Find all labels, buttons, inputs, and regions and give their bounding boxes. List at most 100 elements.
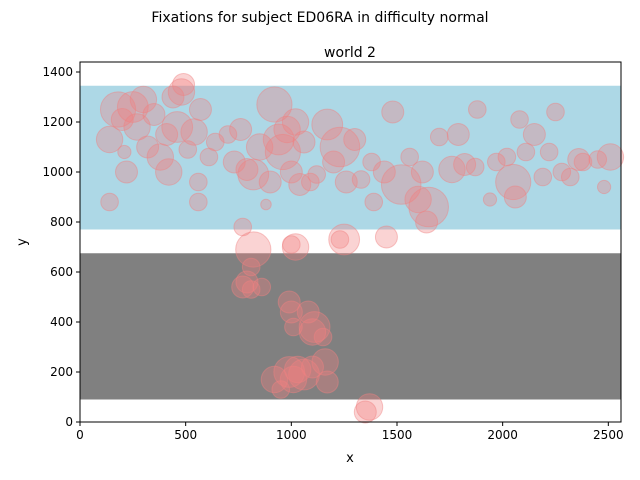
y-tick-label: 200	[50, 365, 73, 379]
fixation-point	[453, 153, 477, 176]
fixation-point	[415, 210, 439, 234]
x-axis-label: x	[346, 451, 354, 466]
fixation-point	[343, 128, 367, 151]
fixation-point	[296, 300, 320, 324]
region-band-1	[80, 253, 621, 400]
fixation-point	[307, 165, 326, 184]
y-tick-label: 1400	[42, 65, 73, 79]
fixation-point	[235, 158, 259, 181]
x-tick-label: 0	[76, 428, 84, 442]
fixation-point	[410, 160, 434, 184]
fixation-point	[273, 115, 301, 144]
fixation-point	[146, 143, 175, 171]
fixation-point	[281, 108, 310, 136]
fixation-point	[273, 356, 306, 388]
fixation-point	[199, 147, 219, 167]
fixation-point	[256, 86, 293, 123]
fixation-point	[100, 192, 119, 212]
fixation-point	[497, 147, 517, 167]
fixation-point	[258, 170, 282, 194]
fixation-point	[180, 118, 208, 146]
fixation-point	[117, 144, 132, 160]
fixation-point	[129, 85, 158, 114]
fixation-point	[288, 358, 320, 391]
fixation-point	[467, 100, 487, 119]
fixation-point	[283, 355, 312, 384]
fixation-point	[161, 111, 194, 143]
fixation-point	[260, 198, 272, 211]
fixation-point	[596, 143, 625, 171]
fixation-point	[315, 370, 339, 394]
x-tick-label: 1000	[276, 428, 307, 442]
fixation-point	[252, 277, 272, 297]
fixation-point	[522, 123, 546, 146]
fixation-point	[123, 113, 151, 141]
fixation-point	[205, 132, 225, 152]
fixation-point	[95, 125, 124, 154]
fixation-point	[301, 172, 320, 192]
fixation-point	[446, 123, 470, 146]
fixation-point	[311, 348, 339, 376]
fixation-point	[300, 355, 324, 379]
fixation-point	[282, 235, 301, 254]
fixation-point	[298, 318, 327, 346]
axes-title: world 2	[324, 45, 376, 61]
fixation-point	[510, 110, 529, 129]
fixation-point	[567, 148, 591, 171]
y-tick-label: 1200	[42, 115, 73, 129]
fixation-point	[110, 108, 134, 131]
fixation-point	[322, 150, 346, 174]
fixation-point	[539, 142, 559, 162]
fixation-point	[516, 142, 536, 162]
fixation-point	[281, 233, 310, 261]
fixation-point	[264, 133, 301, 171]
fixation-point	[482, 192, 498, 207]
fixation-point	[279, 300, 303, 324]
axes-frame	[79, 61, 622, 423]
fixation-point	[167, 78, 196, 106]
fixation-point	[260, 365, 289, 394]
y-tick-label: 1000	[42, 165, 73, 179]
fixation-point	[364, 192, 384, 212]
fixation-point	[330, 230, 350, 249]
fixation-point	[487, 152, 506, 172]
fixation-point	[231, 275, 255, 299]
y-axis-label: y	[15, 238, 30, 246]
fixation-point	[374, 225, 398, 249]
fixation-point	[262, 123, 295, 156]
fixation-point	[355, 393, 384, 421]
fixation-point	[99, 91, 137, 128]
fixation-point	[178, 140, 198, 159]
fixation-point	[189, 192, 208, 212]
fixation-point	[237, 158, 270, 191]
fixation-point	[311, 108, 344, 141]
fixation-point	[288, 173, 312, 196]
fixation-point	[277, 290, 301, 314]
fixation-point	[271, 380, 291, 399]
fixation-point	[235, 270, 259, 294]
fixation-point	[229, 118, 253, 141]
y-tick-label: 600	[50, 265, 73, 279]
fixation-point	[292, 130, 316, 154]
fixation-point	[222, 150, 246, 174]
x-tick-label: 1500	[382, 428, 413, 442]
fixation-point	[533, 167, 553, 187]
fixation-point	[161, 85, 185, 109]
region-band-0	[80, 85, 621, 230]
fixation-point	[279, 160, 303, 184]
fixation-point	[114, 160, 138, 184]
fixation-point	[284, 317, 303, 337]
y-tick-label: 0	[65, 415, 73, 429]
fixation-point	[155, 158, 183, 186]
fixation-point	[172, 73, 196, 96]
figure-suptitle: Fixations for subject ED06RA in difficul…	[151, 10, 488, 26]
fixation-point	[116, 91, 149, 123]
fixation-point	[328, 223, 361, 256]
fixation-point	[573, 152, 593, 172]
fixation-point	[189, 172, 208, 192]
fixation-point	[400, 147, 419, 167]
fixation-point	[552, 162, 572, 182]
fixation-point	[241, 280, 261, 299]
